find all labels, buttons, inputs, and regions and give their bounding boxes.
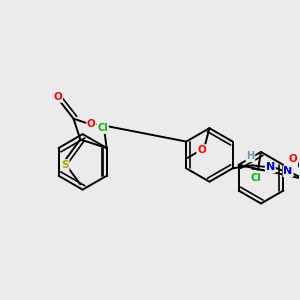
Text: O: O (53, 92, 62, 102)
Text: O: O (197, 145, 206, 155)
Text: H: H (288, 156, 296, 167)
Text: S: S (61, 160, 69, 170)
Text: H: H (246, 152, 254, 161)
Text: Cl: Cl (97, 123, 108, 133)
Text: N: N (266, 162, 275, 172)
Text: O: O (87, 119, 96, 129)
Text: Cl: Cl (250, 173, 261, 183)
Text: O: O (289, 154, 297, 164)
Text: N: N (284, 166, 293, 176)
